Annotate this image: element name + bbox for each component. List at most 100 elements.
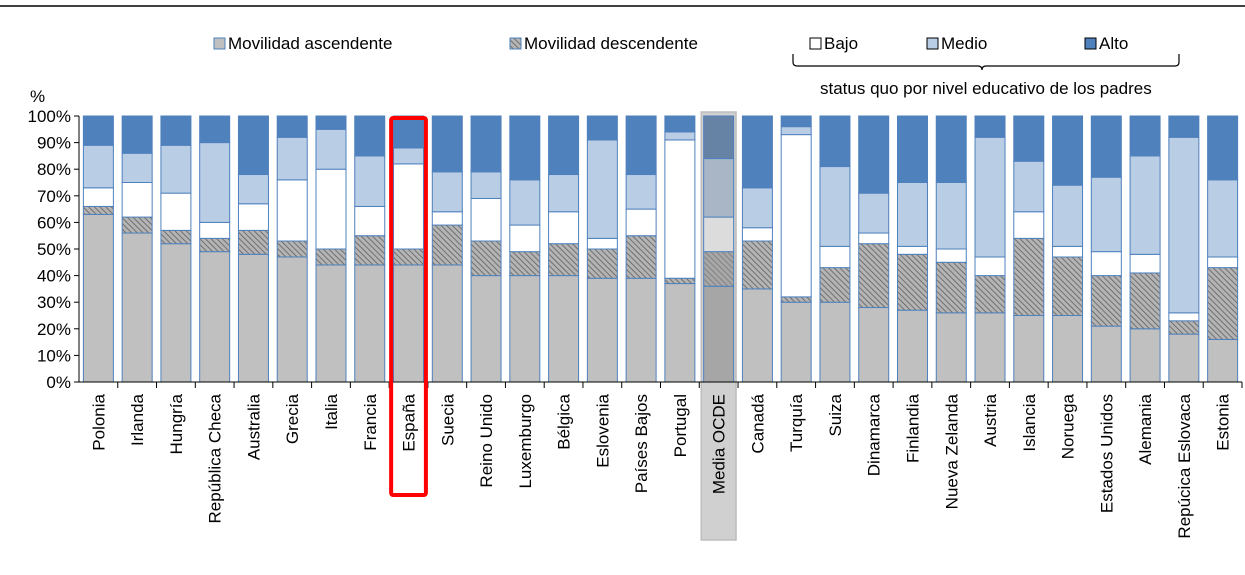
bar-segment-alto bbox=[160, 115, 192, 146]
bar-segment-bajo bbox=[1013, 211, 1045, 239]
bar-segment-alto bbox=[470, 115, 502, 173]
bar-segment-ascendente bbox=[199, 251, 231, 383]
bar-segment-alto bbox=[935, 115, 967, 183]
x-tick-label: Finlandia bbox=[903, 393, 922, 463]
legend-swatch-descendente bbox=[509, 37, 522, 50]
bar-segment-descendente bbox=[935, 261, 967, 314]
bar-segment-ascendente bbox=[431, 264, 463, 383]
x-tick-label: Canadá bbox=[748, 393, 767, 453]
bar-segment-alto bbox=[121, 115, 153, 154]
bar-segment-bajo bbox=[1090, 251, 1122, 277]
bar-segment-bajo bbox=[741, 227, 773, 242]
bar-segment-alto bbox=[509, 115, 541, 181]
bar-segment-medio bbox=[858, 192, 890, 234]
legend-swatch-alto bbox=[1084, 37, 1097, 50]
bar-segment-descendente bbox=[1168, 320, 1200, 335]
bar-segment-ascendente bbox=[974, 312, 1006, 383]
bar-segment-bajo bbox=[1207, 256, 1239, 269]
x-tick-label: Estonia bbox=[1214, 393, 1233, 450]
legend-label-ascendente: Movilidad ascendente bbox=[228, 34, 392, 53]
y-tick-label: 50% bbox=[37, 240, 71, 259]
bar-segment-ascendente bbox=[160, 243, 192, 383]
bar-segment-descendente bbox=[1090, 275, 1122, 327]
bar-segment-bajo bbox=[780, 134, 812, 298]
bar-segment-ascendente bbox=[741, 288, 773, 383]
bar-segment-ascendente bbox=[1013, 315, 1045, 383]
bar-segment-descendente bbox=[199, 237, 231, 253]
bar-segment-ascendente bbox=[509, 275, 541, 383]
x-tick-label: Nueva Zelanda bbox=[942, 393, 961, 509]
x-axis: Polonia Irlanda Hungría República Checa Aust… bbox=[79, 381, 1243, 539]
bar-segment-bajo bbox=[703, 216, 735, 253]
bar-segment-alto bbox=[1013, 115, 1045, 162]
bar-segment-descendente bbox=[1013, 237, 1045, 316]
bar-segment-descendente bbox=[858, 243, 890, 309]
bar-segment-ascendente bbox=[1052, 315, 1084, 383]
bar-segment-bajo bbox=[237, 203, 269, 231]
y-tick-label: 0% bbox=[46, 373, 71, 392]
legend-swatch-bajo bbox=[809, 37, 822, 50]
x-tick-label: Bélgica bbox=[555, 393, 574, 449]
bar-segment-alto bbox=[703, 115, 735, 160]
bar-segment-ascendente bbox=[82, 213, 114, 383]
bar-segment-alto bbox=[82, 115, 114, 146]
x-tick-label: Hungría bbox=[167, 393, 186, 454]
bar-segment-descendente bbox=[315, 248, 347, 266]
bar-segment-alto bbox=[1207, 115, 1239, 181]
bar-segment-bajo bbox=[625, 208, 657, 237]
bar-segment-bajo bbox=[315, 168, 347, 250]
bar-segment-medio bbox=[780, 126, 812, 136]
bar-segment-ascendente bbox=[1207, 338, 1239, 383]
bar-segment-alto bbox=[276, 115, 308, 138]
spain-highlight-box bbox=[389, 116, 428, 497]
bar-segment-medio bbox=[237, 174, 269, 205]
legend-label-bajo: Bajo bbox=[824, 34, 858, 53]
bar-segment-descendente bbox=[1052, 256, 1084, 317]
bar-segment-ascendente bbox=[664, 283, 696, 383]
bar-segment-medio bbox=[819, 166, 851, 247]
bar-segment-medio bbox=[393, 147, 425, 165]
bar-segment-descendente bbox=[896, 253, 928, 311]
bar-segment-alto bbox=[741, 115, 773, 189]
bar-segment-bajo bbox=[82, 187, 114, 207]
bar-segment-medio bbox=[1207, 179, 1239, 258]
bar-segment-descendente bbox=[780, 296, 812, 303]
bar-segment-medio bbox=[276, 136, 308, 181]
bar-segment-alto bbox=[780, 115, 812, 128]
x-tick-label: Suiza bbox=[826, 393, 845, 436]
bar-segment-ascendente bbox=[586, 277, 618, 383]
x-tick-label: Reino Unido bbox=[477, 394, 496, 488]
bar-segment-medio bbox=[1129, 155, 1161, 255]
bar-segment-descendente bbox=[470, 240, 502, 277]
bar-segment-ascendente bbox=[315, 264, 347, 383]
bar-segment-medio bbox=[470, 171, 502, 199]
bar-segment-bajo bbox=[393, 163, 425, 250]
bar-segment-medio bbox=[509, 179, 541, 226]
bar-segment-descendente bbox=[703, 251, 735, 287]
bar-segment-descendente bbox=[819, 267, 851, 303]
y-tick-label: 100% bbox=[28, 107, 71, 126]
x-tick-label: Irlanda bbox=[128, 393, 147, 446]
bar-segment-ascendente bbox=[1090, 325, 1122, 383]
bar-segment-medio bbox=[548, 174, 580, 213]
bar-segment-bajo bbox=[470, 197, 502, 242]
bar-segment-descendente bbox=[1207, 267, 1239, 340]
bar-segment-descendente bbox=[664, 277, 696, 285]
x-tick-label: Suecia bbox=[438, 393, 457, 446]
bar-segment-medio bbox=[82, 144, 114, 189]
bar-segment-ascendente bbox=[819, 301, 851, 383]
bar-segment-alto bbox=[1052, 115, 1084, 186]
y-tick-label: 90% bbox=[37, 134, 71, 153]
legend-label-descendente: Movilidad descendente bbox=[524, 34, 698, 53]
x-tick-label: Portugal bbox=[671, 394, 690, 457]
x-tick-label: Noruega bbox=[1059, 393, 1078, 459]
bar-segment-ascendente bbox=[896, 309, 928, 383]
bar-segment-medio bbox=[896, 182, 928, 247]
x-tick-label: Islancia bbox=[1020, 393, 1039, 451]
x-tick-label: España bbox=[400, 393, 419, 451]
bar-segment-ascendente bbox=[276, 256, 308, 383]
bar-segment-alto bbox=[664, 115, 696, 133]
x-tick-label: República Checa bbox=[206, 393, 225, 523]
bar-segment-ascendente bbox=[548, 275, 580, 383]
y-tick-label: 80% bbox=[37, 160, 71, 179]
